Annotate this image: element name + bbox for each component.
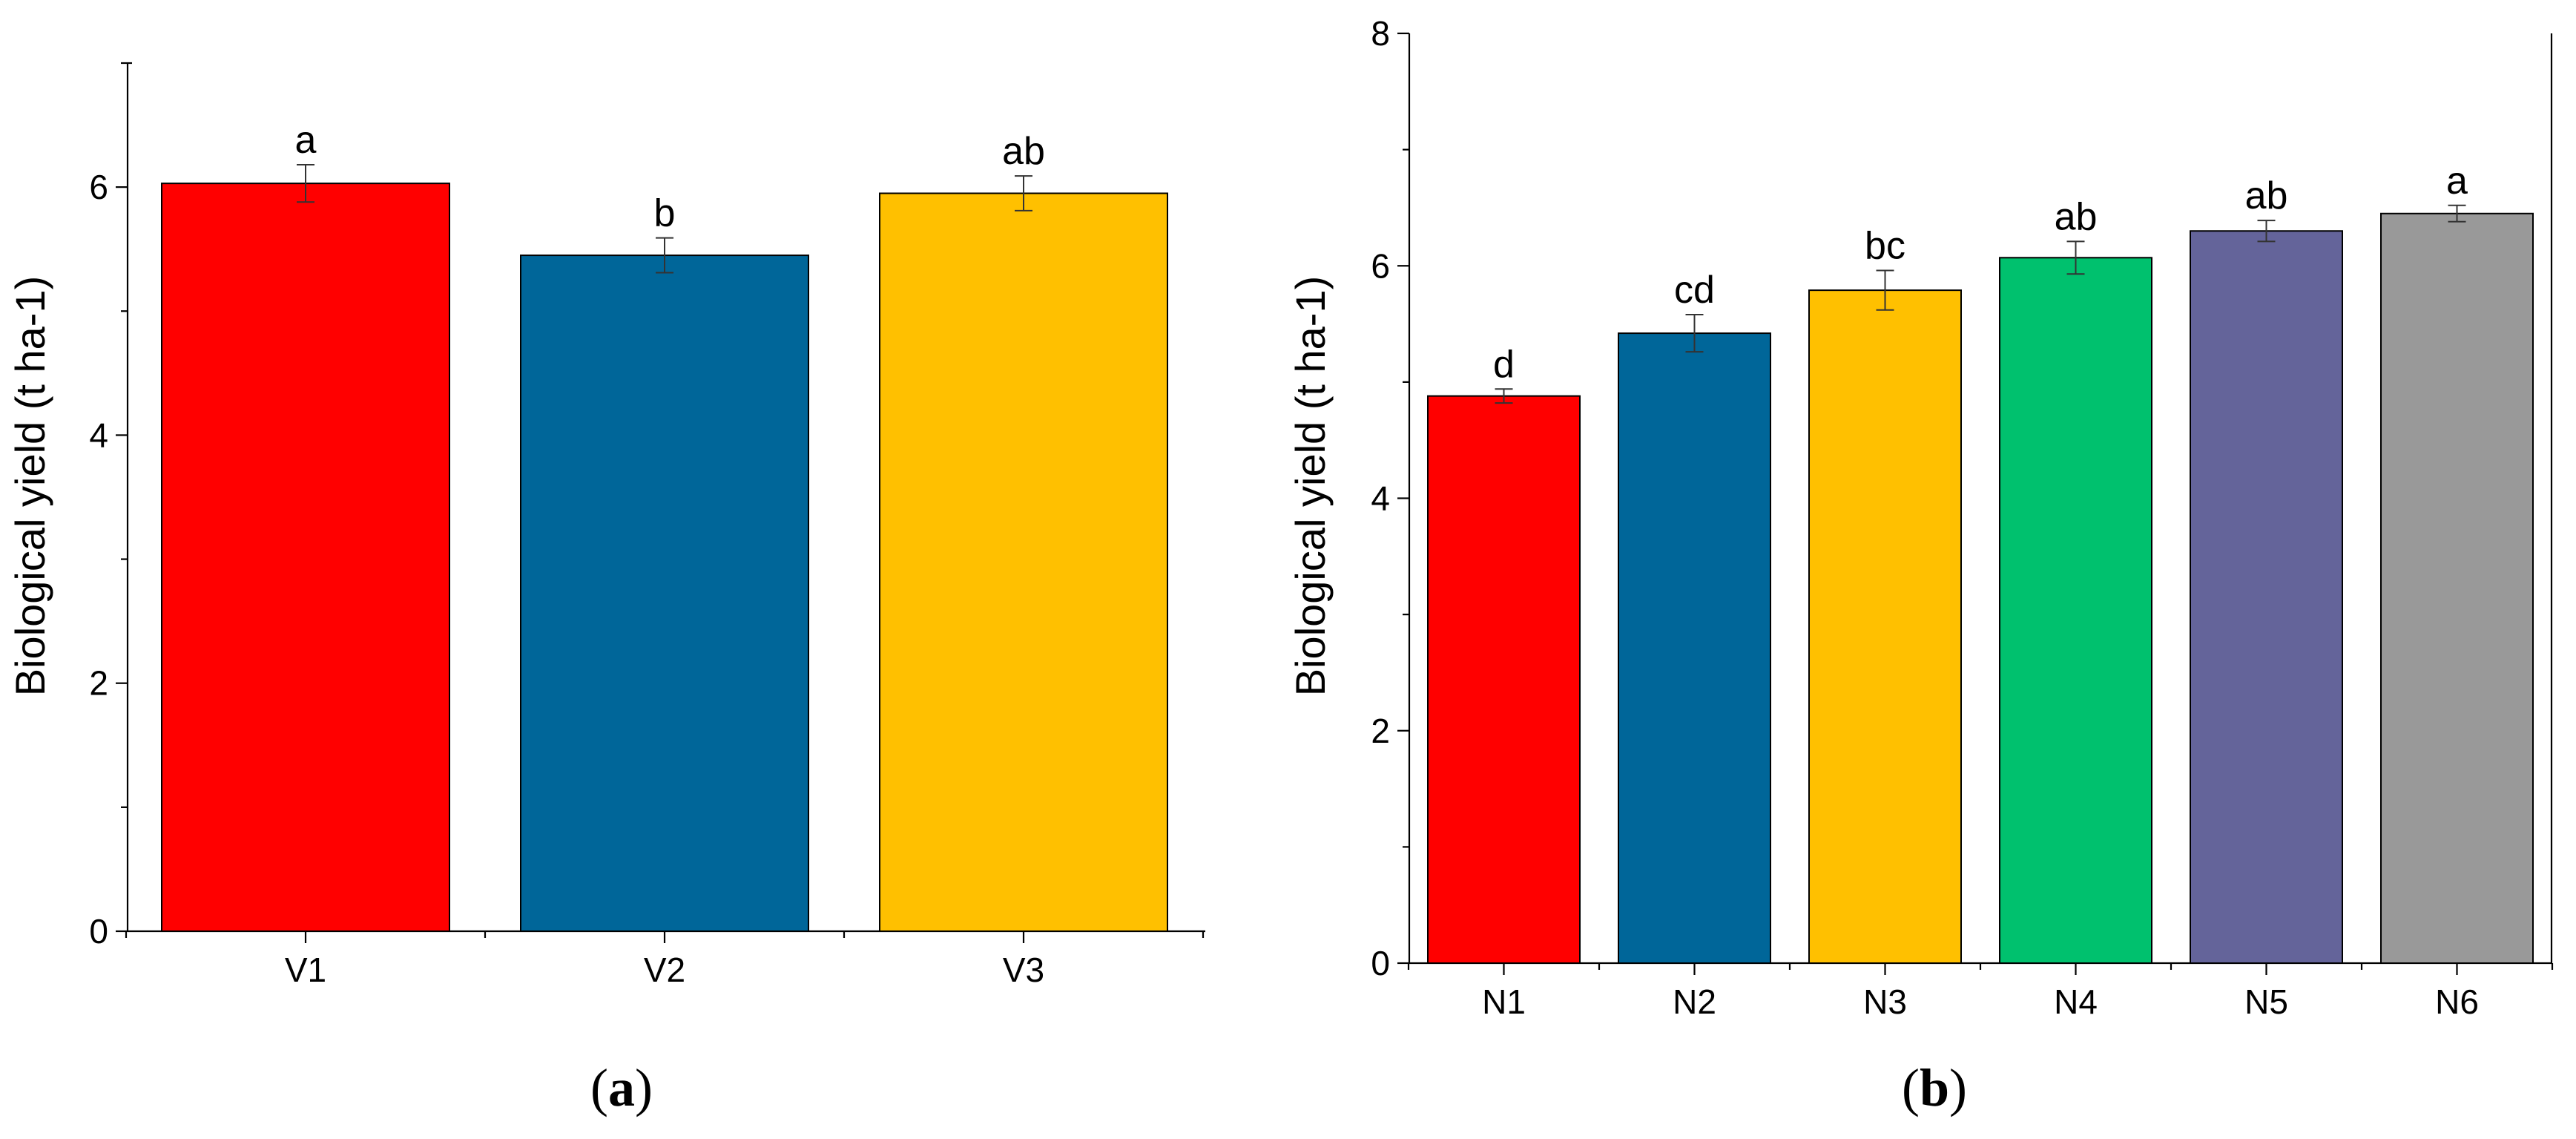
y-tick-label: 6 [89, 168, 108, 206]
chart-panel-b: 0 2 4 6 8 Biological yield (t ha-1) d N1 cd N2 bc N… [1287, 14, 2554, 1117]
panel-caption: (b) [1902, 1058, 1967, 1117]
x-tick-label: N5 [2244, 982, 2288, 1021]
y-axis-label: Biological yield (t ha-1) [7, 276, 53, 696]
panel-letter: b [1920, 1058, 1949, 1117]
y-tick-label: 8 [1371, 14, 1390, 53]
significance-letter: a [295, 119, 317, 162]
bar-v3 [879, 192, 1168, 932]
x-tick-label: N1 [1482, 982, 1526, 1021]
y-tick-label: 2 [89, 664, 108, 703]
x-tick-label: V3 [1003, 951, 1044, 989]
y-tick-label: 0 [1371, 944, 1390, 982]
panel-paren-close: ) [1949, 1058, 1967, 1117]
significance-letter: bc [1865, 225, 1905, 268]
bar-n2 [1618, 332, 1771, 964]
chart-panel-a: 0 2 4 6 Biological yield (t ha-1) a V1 b V2 ab V3 (… [7, 62, 1205, 1117]
bar-v2 [520, 255, 809, 933]
bar-v1 [161, 183, 450, 932]
x-tick-label: V2 [644, 951, 685, 989]
y-tick-label: 4 [89, 416, 108, 454]
bar-n3 [1808, 289, 1962, 964]
x-tick-label: N4 [2054, 982, 2098, 1021]
y-tick-label: 4 [1371, 479, 1390, 518]
x-tick-label: N3 [1863, 982, 1907, 1021]
panel-paren-open: ( [590, 1058, 608, 1117]
x-tick-label: N6 [2435, 982, 2479, 1021]
significance-letter: cd [1674, 269, 1715, 312]
significance-letter: ab [2055, 195, 2098, 238]
y-axis-label: Biological yield (t ha-1) [1287, 276, 1334, 696]
significance-letter: ab [1002, 130, 1045, 173]
x-tick-label: N2 [1673, 982, 1716, 1021]
y-tick-label: 2 [1371, 712, 1390, 750]
panel-letter: a [608, 1058, 635, 1117]
y-tick-label: 0 [89, 912, 108, 951]
bar-n1 [1427, 395, 1581, 964]
x-tick-label: V1 [285, 951, 326, 989]
bar-n5 [2190, 230, 2343, 964]
y-tick-label: 6 [1371, 246, 1390, 285]
panel-paren-open: ( [1902, 1058, 1920, 1117]
significance-letter: d [1493, 343, 1515, 386]
significance-letter: a [2446, 160, 2468, 203]
significance-letter: ab [2245, 174, 2288, 217]
panel-paren-close: ) [635, 1058, 653, 1117]
panel-caption: (a) [590, 1058, 653, 1117]
bar-n4 [1999, 257, 2152, 964]
bar-n6 [2380, 212, 2534, 964]
significance-letter: b [654, 192, 676, 235]
